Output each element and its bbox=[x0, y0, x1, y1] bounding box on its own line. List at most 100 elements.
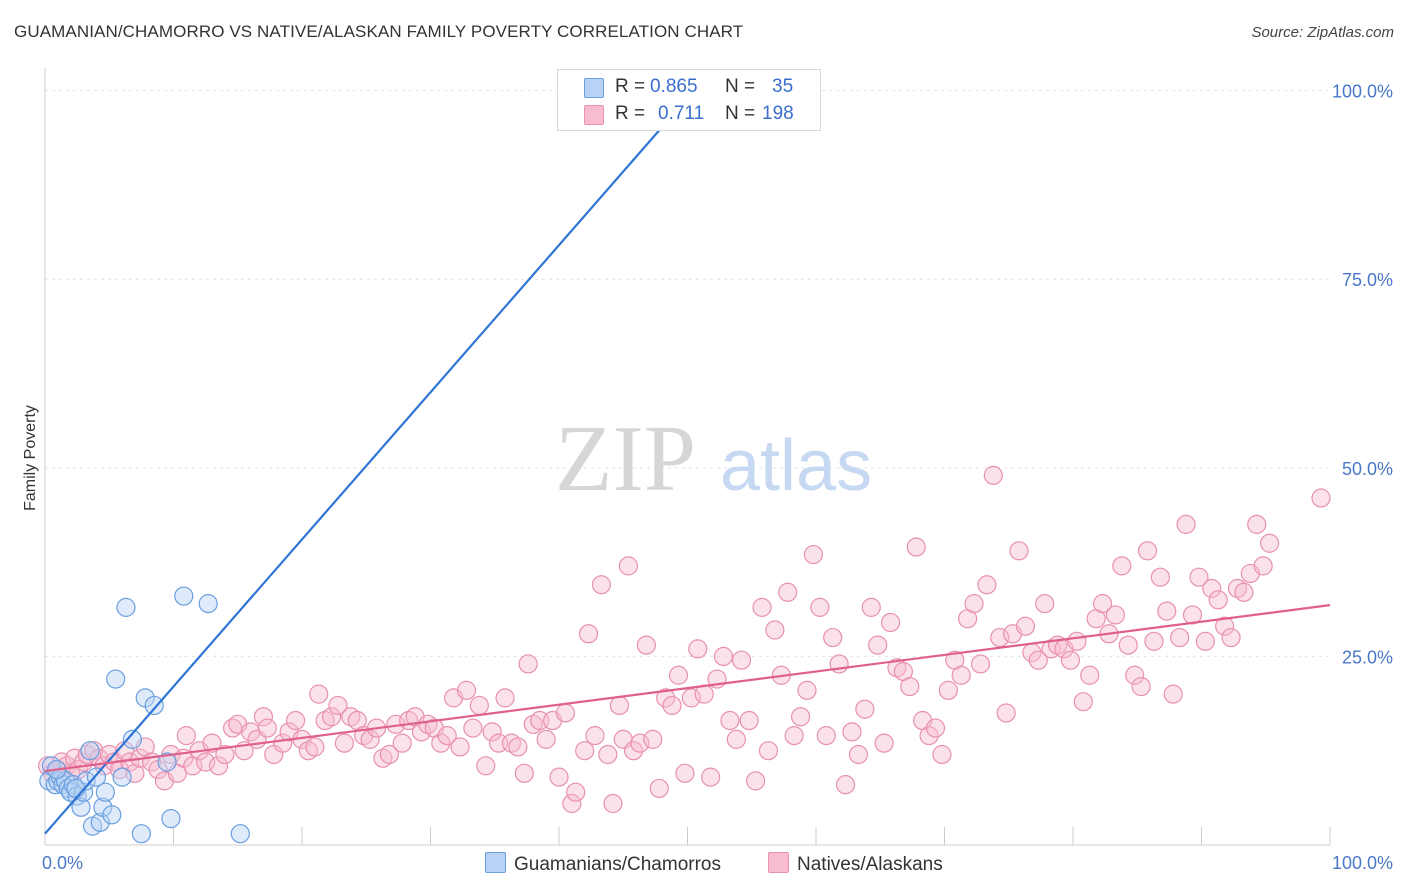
axes bbox=[44, 68, 1331, 846]
data-point bbox=[701, 767, 721, 787]
data-point bbox=[983, 465, 1003, 485]
data-point bbox=[630, 733, 650, 753]
data-point bbox=[76, 771, 96, 791]
data-point bbox=[1009, 541, 1029, 561]
data-point bbox=[855, 699, 875, 719]
y-tick-label: 100.0% bbox=[1332, 82, 1393, 102]
data-point bbox=[198, 594, 218, 614]
data-point bbox=[285, 710, 306, 731]
legend-r-label: R = bbox=[615, 76, 646, 97]
data-point bbox=[1112, 556, 1132, 576]
data-point bbox=[977, 575, 997, 595]
data-point bbox=[1131, 676, 1151, 697]
y-tick-label: 25.0% bbox=[1342, 647, 1393, 667]
data-point bbox=[1202, 578, 1222, 599]
data-point bbox=[720, 710, 740, 731]
data-point bbox=[1253, 556, 1273, 576]
data-point bbox=[482, 722, 502, 742]
data-point bbox=[1163, 684, 1183, 704]
data-point bbox=[919, 726, 939, 746]
data-point bbox=[861, 597, 881, 617]
data-point bbox=[309, 684, 329, 704]
data-point bbox=[328, 695, 348, 716]
data-point bbox=[1157, 601, 1177, 621]
data-point bbox=[970, 654, 991, 674]
data-point bbox=[157, 752, 177, 772]
data-point bbox=[906, 537, 926, 557]
data-point bbox=[938, 680, 958, 700]
data-point bbox=[932, 744, 952, 765]
data-point bbox=[1125, 665, 1145, 685]
watermark-zip: ZIP bbox=[555, 407, 696, 511]
data-point bbox=[688, 639, 708, 659]
watermark: ZIP atlas bbox=[555, 407, 872, 511]
data-point bbox=[1215, 616, 1235, 636]
legend-n-value: 198 bbox=[762, 103, 794, 124]
data-point bbox=[880, 612, 901, 633]
data-point bbox=[1060, 650, 1081, 670]
data-point bbox=[823, 627, 843, 648]
chart-title: GUAMANIAN/CHAMORRO VS NATIVE/ALASKAN FAM… bbox=[14, 22, 744, 41]
data-point bbox=[450, 737, 470, 757]
data-point bbox=[1260, 533, 1280, 553]
data-point bbox=[518, 654, 538, 674]
y-tick-label: 75.0% bbox=[1342, 270, 1393, 290]
data-point bbox=[951, 665, 971, 685]
data-point bbox=[874, 733, 894, 753]
data-point bbox=[990, 627, 1010, 648]
data-point bbox=[514, 763, 534, 783]
data-point bbox=[746, 771, 766, 791]
data-point bbox=[223, 718, 243, 738]
data-point bbox=[469, 695, 489, 716]
data-point bbox=[1195, 631, 1215, 651]
data-point bbox=[116, 597, 136, 617]
data-point bbox=[726, 729, 746, 749]
data-point bbox=[578, 624, 599, 644]
bottom-legend-natives: Natives/Alaskans bbox=[768, 852, 943, 876]
data-point bbox=[106, 669, 126, 689]
data-point bbox=[456, 680, 477, 700]
data-point bbox=[598, 744, 618, 765]
data-point bbox=[1150, 567, 1170, 587]
data-point bbox=[1234, 582, 1254, 602]
data-point bbox=[334, 733, 355, 753]
data-point bbox=[835, 775, 856, 795]
data-point bbox=[95, 782, 115, 802]
data-point bbox=[549, 767, 569, 787]
data-point bbox=[797, 680, 817, 700]
bottom-legend-swatch-natives bbox=[768, 852, 789, 873]
data-point bbox=[257, 718, 277, 738]
bottom-legend-swatch-guamanians bbox=[485, 852, 506, 873]
data-point bbox=[1105, 605, 1126, 625]
trend-line bbox=[44, 604, 1331, 773]
data-point bbox=[392, 733, 412, 753]
data-point bbox=[1067, 631, 1087, 651]
data-point bbox=[591, 575, 612, 595]
data-point bbox=[562, 793, 582, 814]
x-tick-label: 0.0% bbox=[42, 853, 83, 873]
data-point bbox=[1176, 514, 1196, 534]
legend-r-label: R = bbox=[615, 103, 646, 124]
data-point bbox=[555, 703, 576, 723]
data-point bbox=[253, 707, 274, 727]
data-point bbox=[174, 586, 194, 606]
data-point bbox=[215, 744, 235, 765]
data-point bbox=[803, 544, 824, 565]
data-point bbox=[585, 726, 605, 746]
data-point bbox=[208, 756, 229, 776]
tick-labels: 25.0% 50.0% 75.0% 100.0% 0.0% 100.0% bbox=[42, 82, 1393, 873]
correlation-legend: R = 0.865 N = 35 R = 0.711 N = 198 bbox=[557, 69, 821, 131]
data-point bbox=[495, 688, 515, 708]
data-point bbox=[437, 726, 457, 746]
data-point bbox=[112, 767, 132, 787]
data-point bbox=[675, 763, 695, 783]
data-point bbox=[623, 741, 644, 761]
data-point bbox=[643, 729, 663, 749]
data-point bbox=[566, 782, 586, 802]
data-point bbox=[649, 778, 669, 799]
bottom-legend-label-natives: Natives/Alaskans bbox=[797, 854, 943, 875]
data-point bbox=[739, 710, 759, 731]
data-point bbox=[668, 665, 689, 685]
data-point bbox=[713, 646, 734, 667]
